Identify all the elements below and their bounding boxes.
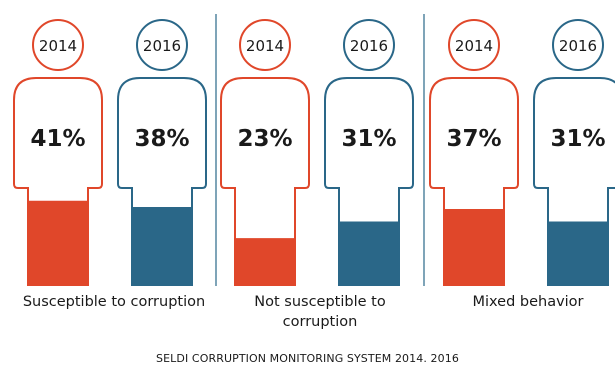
year-label-susceptible-2014: 2014 — [39, 37, 77, 55]
figure-outline-mixed-2014 — [429, 77, 519, 286]
figure-head-not-susceptible-2014 — [239, 19, 291, 71]
figure-susceptible-2016: 2016 38% — [117, 19, 207, 286]
figure-outline-susceptible-2016 — [117, 77, 207, 286]
source-caption: SELDI CORRUPTION MONITORING SYSTEM 2014.… — [156, 352, 459, 365]
bar-susceptible-2014 — [28, 200, 88, 286]
bar-susceptible-2016 — [132, 206, 192, 286]
figure-head-mixed-2016 — [552, 19, 604, 71]
category-label-not-susceptible: Not susceptible to corruption — [220, 292, 420, 332]
figure-outline-not-susceptible-2014 — [220, 77, 310, 286]
value-label-mixed-2014: 37% — [446, 126, 501, 152]
year-label-not-susceptible-2014: 2014 — [246, 37, 284, 55]
year-label-not-susceptible-2016: 2016 — [350, 37, 388, 55]
figure-susceptible-2014: 2014 41% — [13, 19, 103, 286]
category-label-mixed: Mixed behavior — [472, 294, 584, 310]
category-label-susceptible: Susceptible to corruption — [22, 294, 206, 310]
value-label-susceptible-2016: 38% — [134, 126, 189, 152]
bar-mixed-2016 — [548, 221, 608, 286]
year-label-mixed-2016: 2016 — [559, 37, 597, 55]
bar-not-susceptible-2014 — [235, 238, 295, 286]
figure-mixed-2016: 2016 31% — [533, 19, 615, 286]
figure-mixed-2014: 2014 37% — [429, 19, 519, 286]
figure-not-susceptible-2016: 2016 31% — [324, 19, 414, 286]
figure-outline-not-susceptible-2016 — [324, 77, 414, 286]
category-label-not-susceptible-line1: Not susceptible to — [254, 294, 386, 310]
bar-not-susceptible-2016 — [339, 221, 399, 286]
figure-head-susceptible-2016 — [136, 19, 188, 71]
value-label-susceptible-2014: 41% — [30, 126, 85, 152]
figure-outline-susceptible-2014 — [13, 77, 103, 286]
value-label-mixed-2016: 31% — [550, 126, 605, 152]
figure-head-mixed-2014 — [448, 19, 500, 71]
value-label-not-susceptible-2014: 23% — [237, 126, 292, 152]
value-label-not-susceptible-2016: 31% — [341, 126, 396, 152]
year-label-mixed-2014: 2014 — [455, 37, 493, 55]
year-label-susceptible-2016: 2016 — [143, 37, 181, 55]
figure-not-susceptible-2014: 2014 23% — [220, 19, 310, 286]
figure-outline-mixed-2016 — [533, 77, 615, 286]
bar-mixed-2014 — [444, 209, 504, 286]
figure-head-not-susceptible-2016 — [343, 19, 395, 71]
category-label-not-susceptible-line2: corruption — [282, 314, 358, 330]
figure-head-susceptible-2014 — [32, 19, 84, 71]
